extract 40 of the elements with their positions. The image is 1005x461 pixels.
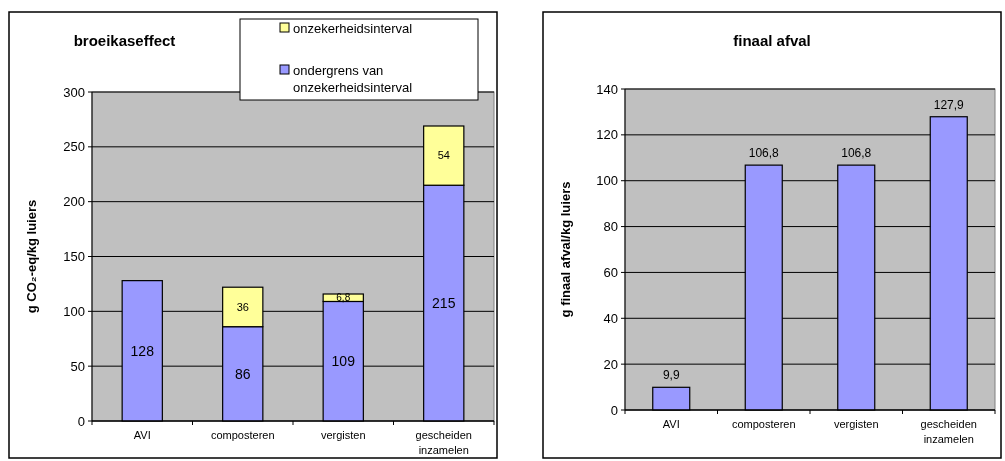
y-tick-label: 60 — [603, 264, 618, 280]
data-label: 86 — [234, 365, 251, 382]
x-tick-label: gescheiden inzamelen — [920, 418, 977, 445]
data-label: 36 — [236, 300, 249, 313]
data-label: 54 — [437, 149, 450, 162]
data-label: 109 — [331, 353, 356, 370]
x-tick-label: vergisten — [320, 429, 366, 441]
y-tick-label: 150 — [63, 249, 85, 265]
y-tick-label: 250 — [63, 139, 85, 155]
data-label: 127,9 — [933, 97, 965, 112]
y-tick-label: 0 — [610, 402, 618, 418]
y-tick-label: 100 — [596, 173, 618, 189]
x-tick-label: composteren — [210, 429, 275, 441]
x-tick-label: AVI — [133, 429, 151, 441]
y-axis-title: g CO₂-eq/kg luiers — [24, 199, 39, 314]
chart-title: broeikaseffect — [73, 32, 176, 49]
y-tick-label: 40 — [603, 310, 618, 326]
y-tick-label: 300 — [63, 84, 85, 100]
x-tick-label: composteren — [731, 418, 796, 430]
y-tick-label: 50 — [70, 358, 85, 374]
y-axis-title: g finaal afval/kg luiers — [558, 181, 573, 318]
y-tick-label: 140 — [596, 81, 618, 97]
data-label: 9,9 — [662, 368, 680, 383]
data-label: 106,8 — [841, 146, 872, 161]
data-label: 106,8 — [748, 146, 780, 161]
y-tick-label: 100 — [63, 303, 85, 319]
chart-title: finaal afval — [733, 32, 811, 49]
data-label: 215 — [432, 295, 456, 312]
data-label: 128 — [130, 342, 155, 359]
legend-label: onzekerheidsinterval — [293, 21, 413, 36]
y-tick-label: 120 — [596, 127, 618, 143]
data-label: 6,8 — [336, 292, 351, 304]
y-tick-label: 20 — [603, 356, 618, 372]
y-tick-label: 80 — [603, 219, 618, 235]
x-tick-label: AVI — [662, 418, 680, 430]
y-tick-label: 200 — [63, 194, 85, 210]
x-tick-label: gescheiden inzamelen — [415, 429, 472, 456]
y-tick-label: 0 — [77, 413, 85, 429]
legend-label: ondergrens van onzekerheidsinterval — [293, 63, 413, 95]
x-tick-label: vergisten — [833, 418, 879, 430]
